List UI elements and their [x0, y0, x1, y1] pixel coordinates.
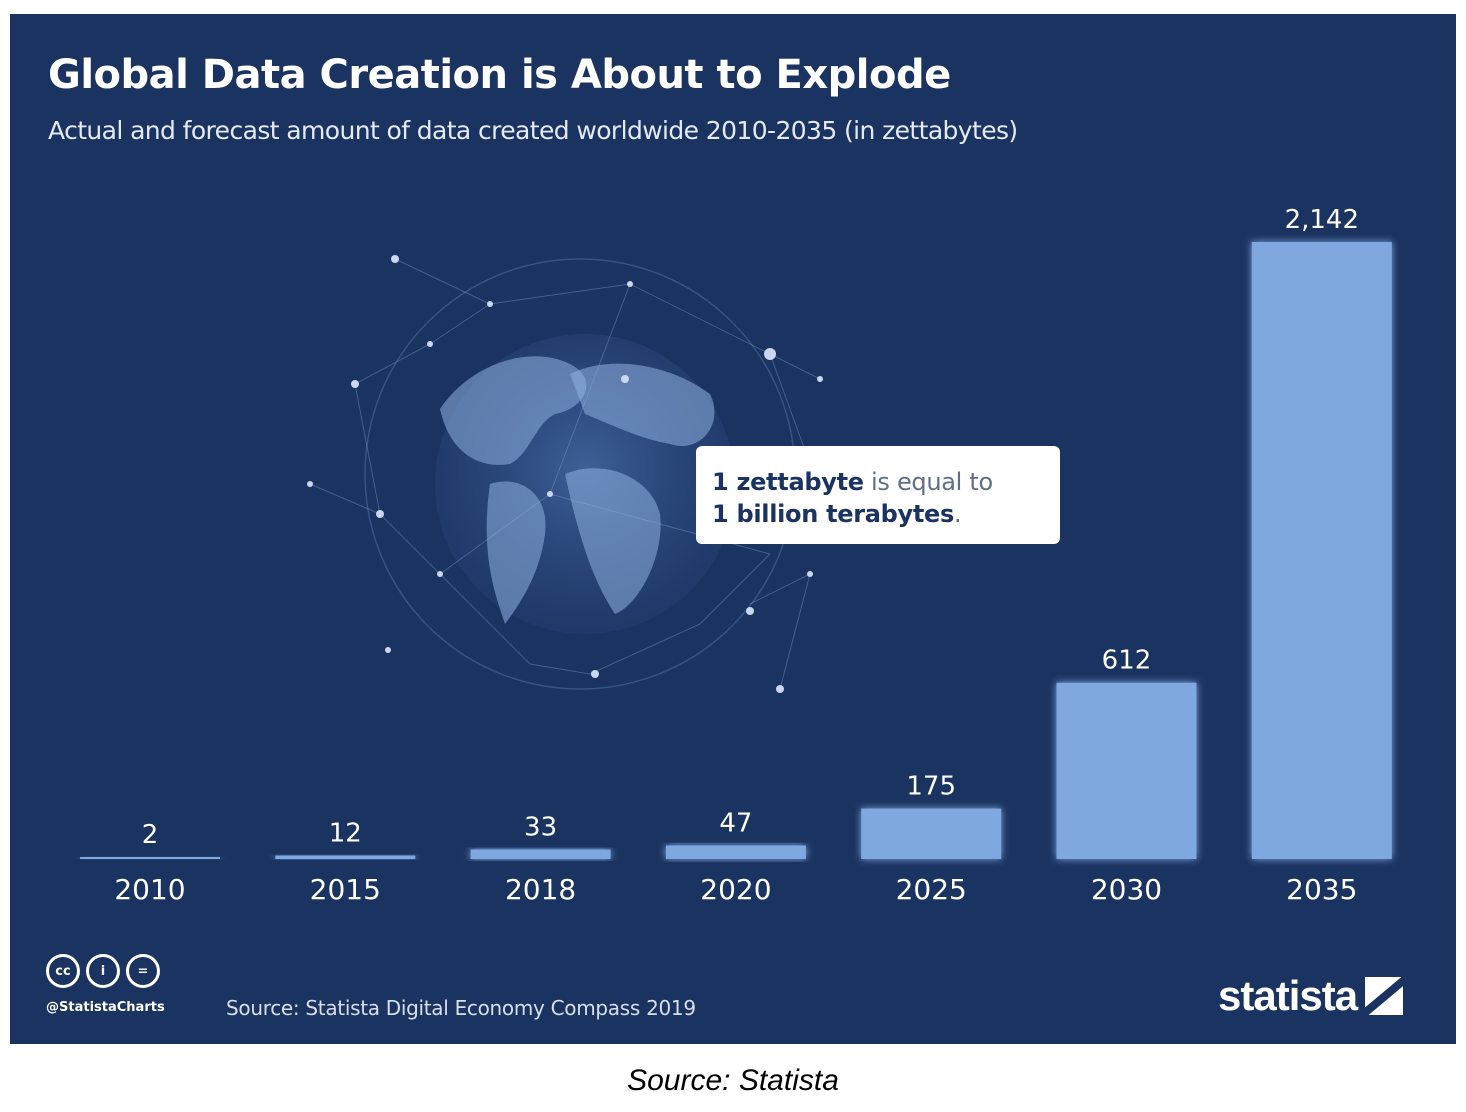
bar-2030: [1056, 682, 1197, 859]
bar-2015: [275, 855, 416, 859]
x-tick-label-2035: 2035: [1286, 873, 1357, 906]
value-label-2020: 47: [719, 808, 752, 838]
callout-text-2: .: [954, 500, 962, 528]
callout-text-1: is equal to: [863, 468, 993, 496]
license-icons: cc i =: [46, 954, 160, 988]
statista-logo: statista: [1218, 972, 1404, 1020]
x-tick-label-2030: 2030: [1091, 873, 1162, 906]
x-tick-label-2020: 2020: [700, 873, 771, 906]
statista-handle: @StatistaCharts: [46, 1000, 165, 1015]
value-label-2035: 2,142: [1285, 205, 1359, 235]
statista-wordmark: statista: [1218, 972, 1358, 1019]
bar-chart: 2 2010 12 2015 33 2018 47 2020 175 2025 612 2030 2,1…: [80, 205, 1392, 906]
chart-subtitle: Actual and forecast amount of data creat…: [48, 116, 1018, 145]
chart-title: Global Data Creation is About to Explode: [48, 52, 951, 98]
figure-caption: Source: Statista: [627, 1064, 839, 1097]
value-label-2030: 612: [1102, 646, 1152, 676]
bar-2010: [80, 857, 220, 859]
attribution-icon: i: [86, 954, 120, 988]
chart-panel: Global Data Creation is About to Explode…: [10, 14, 1456, 1044]
x-tick-label-2018: 2018: [505, 873, 576, 906]
callout-line-2: 1 billion terabytes.: [712, 498, 1060, 530]
x-tick-label-2010: 2010: [114, 873, 185, 906]
bar-2025: [861, 808, 1002, 859]
source-note: Source: Statista Digital Economy Compass…: [226, 996, 696, 1020]
cc-icon: cc: [46, 954, 80, 988]
x-tick-label-2025: 2025: [896, 873, 967, 906]
value-label-2025: 175: [906, 772, 956, 802]
zettabyte-callout: 1 zettabyte is equal to 1 billion teraby…: [696, 446, 1060, 544]
globe-network-illustration: [307, 255, 823, 693]
callout-line-1: 1 zettabyte is equal to: [712, 466, 1060, 498]
bar-2020: [665, 845, 806, 859]
value-label-2010: 2: [142, 820, 159, 850]
bar-2035: [1251, 242, 1392, 859]
callout-bold-1: 1 zettabyte: [712, 468, 864, 496]
no-derivatives-icon: =: [126, 954, 160, 988]
value-label-2018: 33: [524, 812, 557, 842]
value-label-2015: 12: [329, 819, 362, 849]
x-tick-label-2015: 2015: [310, 873, 381, 906]
statista-logo-icon: [1365, 977, 1404, 1015]
callout-bold-2: 1 billion terabytes: [712, 500, 955, 528]
bar-2018: [470, 849, 611, 859]
